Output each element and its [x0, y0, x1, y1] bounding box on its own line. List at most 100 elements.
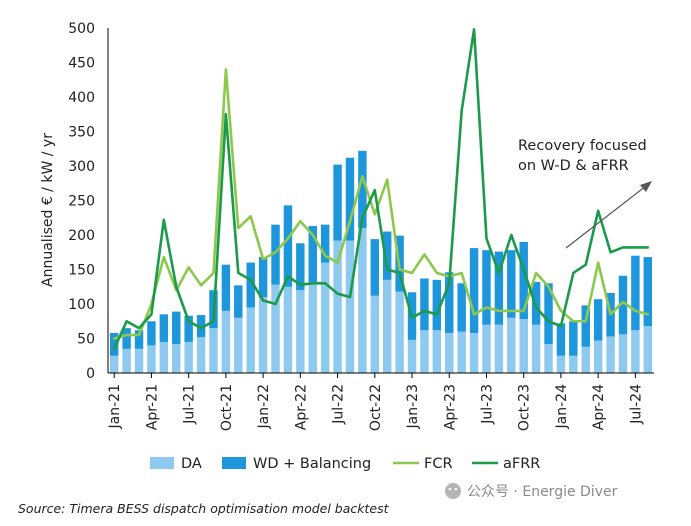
- x-tick-label-oct-23: Oct-23: [517, 384, 533, 431]
- bar-da-aug-22: [345, 240, 355, 373]
- bar-da-apr-23: [445, 332, 454, 373]
- watermark: 公众号 · Energie Diver: [445, 483, 618, 500]
- bar-da-mar-21: [134, 348, 144, 373]
- bar-da-jan-22: [258, 297, 268, 373]
- bar-wd-balancing-dec-23: [544, 283, 553, 345]
- y-tick-label-100: 100: [68, 297, 95, 313]
- bar-wd-balancing-aug-23: [494, 251, 504, 325]
- line-series: [112, 28, 650, 351]
- bar-da-aug-21: [196, 337, 206, 373]
- bar-da-dec-22: [395, 291, 404, 373]
- bar-wd-balancing-nov-22: [382, 231, 392, 280]
- bar-wd-balancing-apr-21: [147, 321, 156, 346]
- bar-wd-balancing-feb-22: [271, 224, 280, 285]
- x-axis-ticks: Jan-21 Apr-21 Jul-21 Oct-21 Jan-22 Apr-22 Jul-…: [107, 373, 644, 431]
- y-tick-label-300: 300: [68, 159, 95, 175]
- bar-wd-balancing-jun-21: [172, 311, 181, 345]
- x-tick-label-apr-21: Apr-21: [144, 384, 160, 430]
- bar-wd-balancing-mar-22: [283, 205, 293, 287]
- legend-label-wd-balancing: WD + Balancing: [253, 456, 371, 472]
- bar-wd-balancing-jan-24: [556, 323, 566, 356]
- bar-da-sep-22: [358, 228, 367, 373]
- bar-da-dec-21: [246, 307, 255, 373]
- line-afrr: [112, 28, 650, 351]
- bar-series: [109, 150, 653, 373]
- bar-wd-balancing-mar-23: [432, 279, 442, 331]
- x-tick-label-jan-21: Jan-21: [107, 384, 123, 429]
- bar-da-mar-23: [432, 330, 442, 373]
- y-axis-ticks: 0 50 100 150 200 250 300 350 400 450 500: [68, 21, 95, 382]
- line-fcr: [112, 68, 650, 340]
- bar-da-jul-23: [482, 324, 491, 373]
- bar-da-aug-24: [643, 326, 653, 373]
- x-tick-label-jan-23: Jan-23: [405, 384, 421, 429]
- annotation-line-1: Recovery focused: [518, 138, 647, 154]
- bar-da-nov-22: [382, 279, 392, 373]
- wechat-icon: [445, 483, 461, 499]
- axes: [107, 28, 654, 374]
- bar-da-jul-21: [184, 341, 193, 373]
- bar-da-mar-24: [581, 346, 590, 373]
- x-tick-label-apr-22: Apr-22: [293, 384, 309, 430]
- annotation-line-2: on W-D & aFRR: [518, 158, 629, 174]
- bar-wd-balancing-jul-24: [631, 255, 640, 331]
- x-tick-label-jul-21: Jul-21: [182, 384, 198, 425]
- bar-wd-balancing-feb-21: [122, 328, 131, 349]
- y-tick-label-500: 500: [68, 21, 95, 37]
- bar-da-aug-23: [494, 324, 504, 373]
- x-tick-label-apr-23: Apr-23: [442, 384, 458, 430]
- bar-da-nov-21: [234, 317, 243, 373]
- legend-swatch-da: [150, 457, 174, 469]
- wechat-icon-dot-right: [454, 487, 458, 491]
- bar-da-feb-22: [271, 284, 280, 373]
- bar-da-feb-21: [122, 348, 131, 373]
- bar-da-may-23: [457, 331, 466, 373]
- bar-wd-balancing-feb-23: [420, 278, 429, 331]
- y-tick-label-200: 200: [68, 228, 95, 244]
- bar-wd-balancing-apr-24: [593, 299, 603, 341]
- bar-wd-balancing-mar-21: [134, 330, 144, 349]
- bar-da-oct-21: [221, 310, 231, 373]
- bar-da-jan-23: [407, 339, 417, 373]
- bar-wd-balancing-feb-24: [569, 321, 578, 356]
- bar-da-may-24: [606, 336, 615, 373]
- bar-da-feb-23: [420, 330, 429, 373]
- bar-da-jan-24: [556, 355, 566, 373]
- bar-da-jul-24: [631, 330, 640, 373]
- legend-swatch-wd-balancing: [222, 457, 246, 469]
- y-tick-label-250: 250: [68, 194, 95, 210]
- y-tick-label-50: 50: [77, 332, 95, 348]
- bar-da-nov-23: [531, 324, 541, 373]
- bar-da-may-21: [159, 341, 169, 373]
- bar-da-jun-23: [469, 332, 479, 373]
- bar-wd-balancing-nov-21: [234, 285, 243, 318]
- y-tick-label-450: 450: [68, 56, 95, 72]
- bar-da-sep-23: [507, 317, 516, 373]
- bar-wd-balancing-may-23: [457, 283, 466, 332]
- bar-wd-balancing-oct-22: [370, 239, 380, 296]
- bar-wd-balancing-apr-22: [296, 243, 305, 291]
- y-tick-label-400: 400: [68, 90, 95, 106]
- x-tick-label-apr-24: Apr-24: [591, 384, 607, 430]
- bar-da-jun-22: [320, 262, 330, 373]
- bar-da-jul-22: [333, 240, 342, 373]
- bar-wd-balancing-jul-22: [333, 164, 342, 241]
- x-tick-label-jan-24: Jan-24: [554, 384, 570, 430]
- bar-da-mar-22: [283, 286, 293, 373]
- y-tick-label-0: 0: [86, 366, 95, 382]
- y-tick-label-350: 350: [68, 125, 95, 141]
- bar-wd-balancing-aug-24: [643, 257, 653, 327]
- bar-da-oct-23: [519, 319, 528, 373]
- bar-da-jan-21: [109, 355, 119, 373]
- bar-wd-balancing-apr-23: [445, 272, 454, 333]
- y-tick-label-150: 150: [68, 263, 95, 279]
- x-tick-label-oct-22: Oct-22: [368, 384, 384, 431]
- wechat-icon-dot-left: [448, 487, 452, 491]
- bar-wd-balancing-jul-21: [184, 315, 193, 342]
- bar-wd-balancing-dec-21: [246, 262, 255, 308]
- bar-wd-balancing-oct-21: [221, 264, 231, 311]
- bar-wd-balancing-mar-24: [581, 305, 590, 347]
- x-tick-label-jan-22: Jan-22: [256, 384, 272, 429]
- source-note: Source: Timera BESS dispatch optimisatio…: [18, 501, 390, 516]
- x-tick-label-jul-22: Jul-22: [331, 384, 347, 425]
